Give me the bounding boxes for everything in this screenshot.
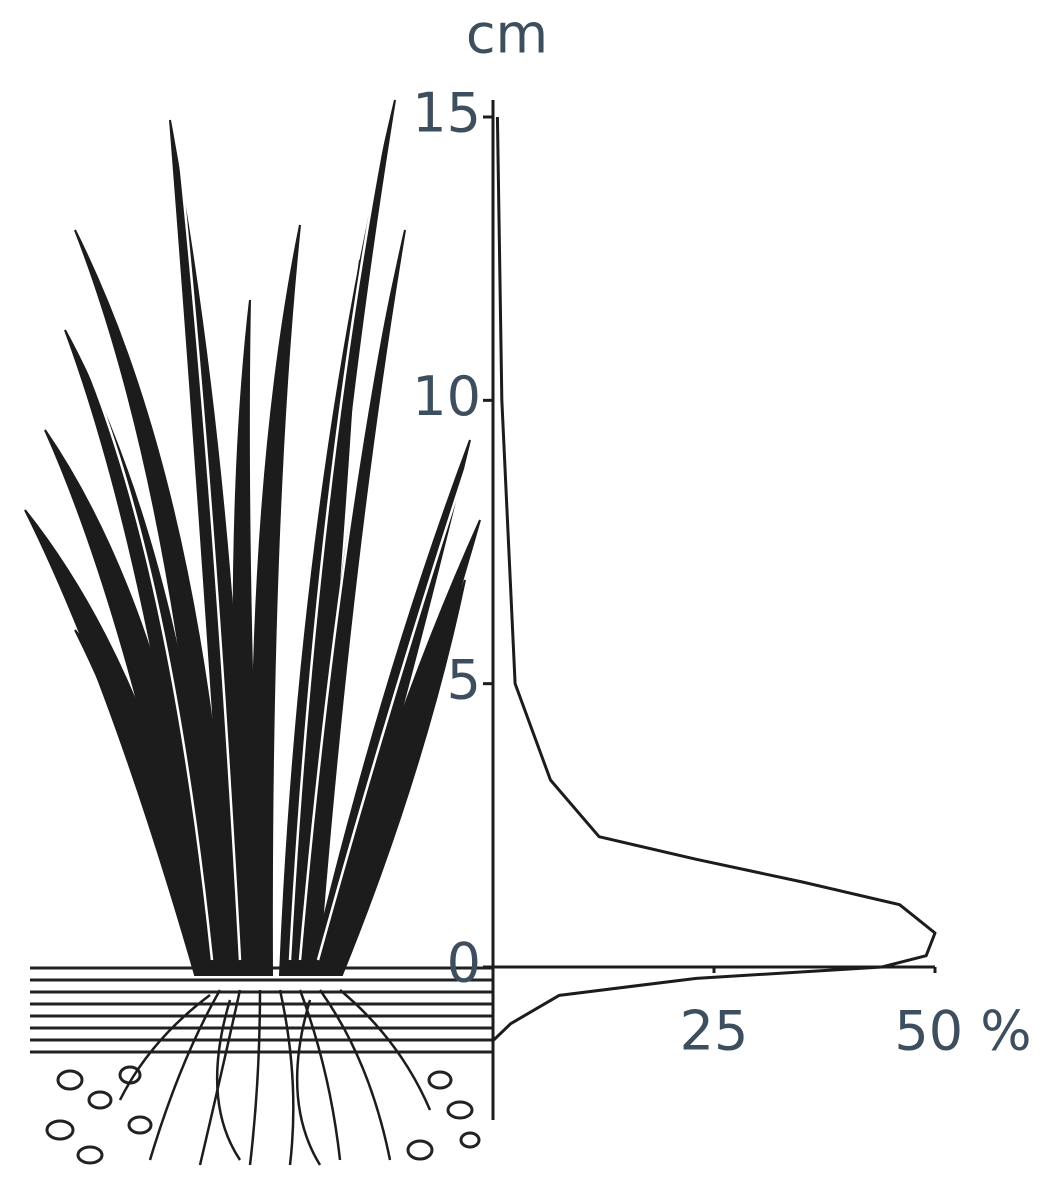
y-tick-label: 10 <box>412 365 481 428</box>
plant-illustration <box>24 99 492 1166</box>
curve <box>491 116 937 1042</box>
x-tick-label: 25 <box>680 1000 749 1063</box>
y-axis-label: cm <box>466 3 548 66</box>
pebbles <box>45 1065 481 1165</box>
y-tick-label: 15 <box>412 82 481 145</box>
roots <box>118 989 432 1166</box>
soil <box>30 965 492 1060</box>
x-tick-label: 50 % <box>894 1000 1031 1063</box>
y-tick-label: 0 <box>447 932 481 995</box>
y-tick-label: 5 <box>447 648 481 711</box>
leaves <box>24 99 481 976</box>
